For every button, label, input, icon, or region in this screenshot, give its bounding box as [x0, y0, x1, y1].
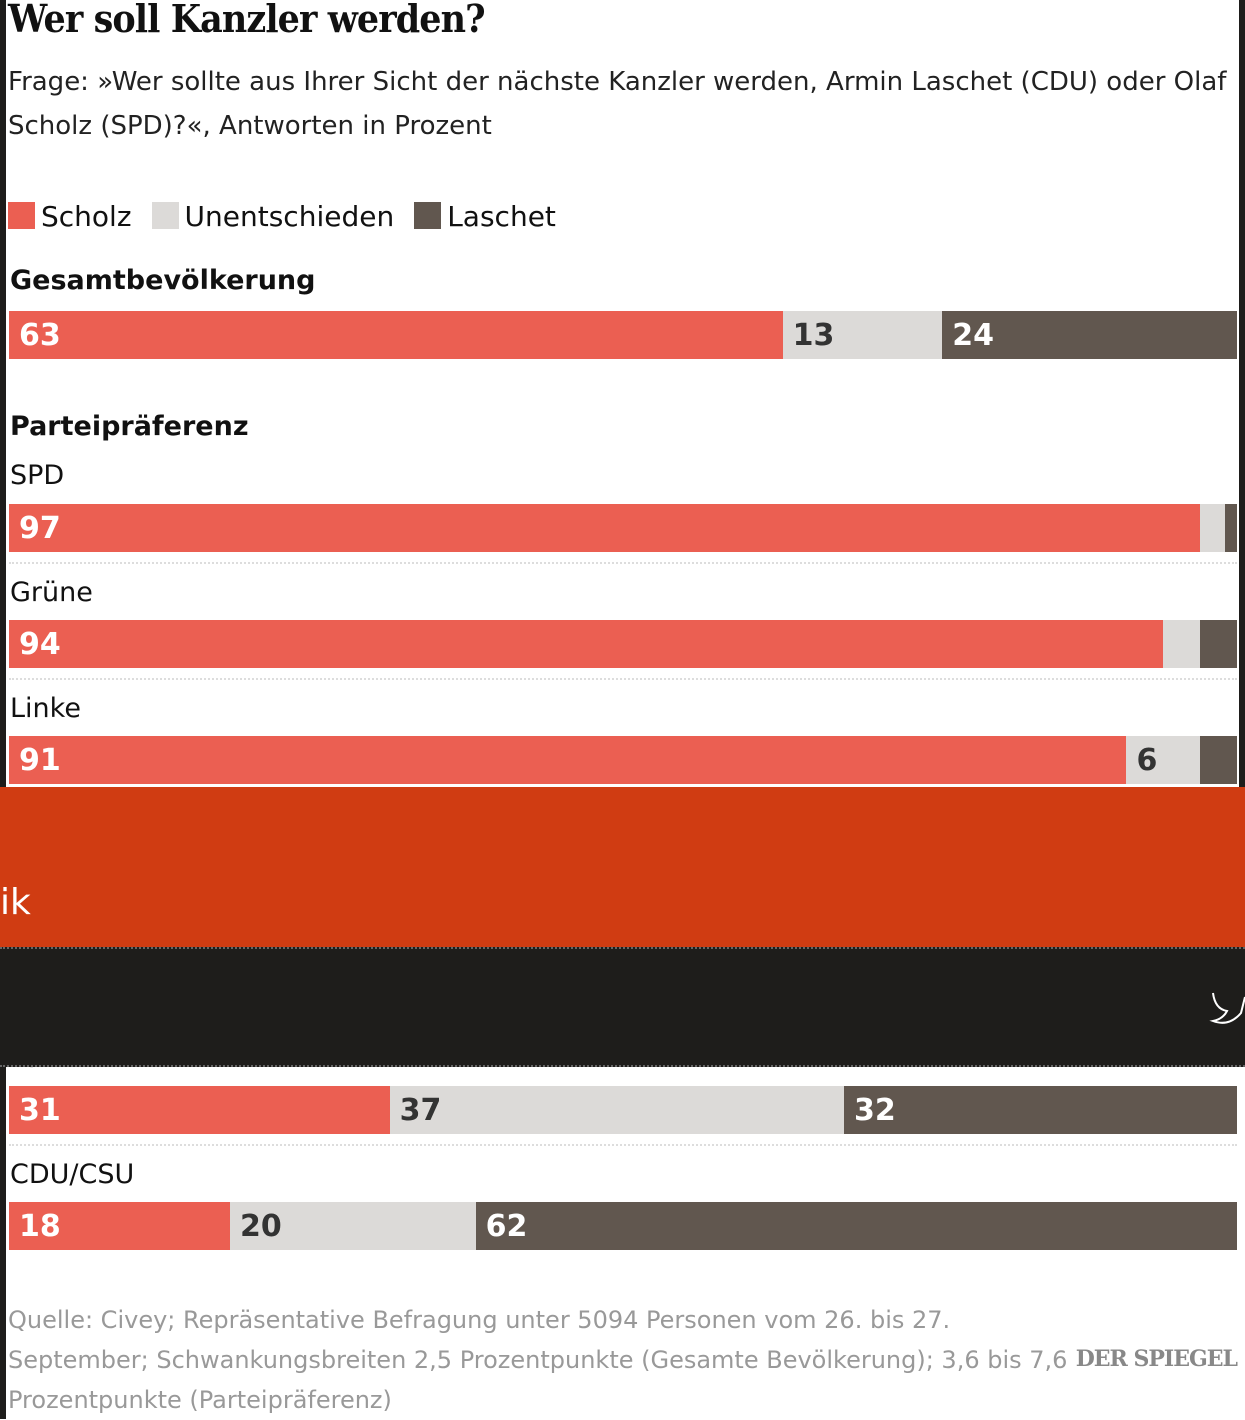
row-label: SPD — [10, 460, 65, 491]
bar-segment-unentschieden: 20 — [230, 1202, 476, 1250]
legend-swatch — [414, 202, 442, 229]
legend-item: Laschet — [414, 200, 556, 233]
bar-segment-laschet — [1224, 504, 1237, 552]
bar-gesamtbevlkerung: 63 13 24 — [9, 311, 1237, 359]
bar-segment-scholz: 18 — [9, 1202, 231, 1250]
section-heading-total: Gesamtbevölkerung — [10, 265, 316, 296]
dark-overlay-bar — [0, 947, 1245, 1067]
row-divider — [9, 678, 1237, 680]
bar-segment-scholz: 63 — [9, 311, 783, 359]
legend-label: Scholz — [41, 200, 132, 233]
bar-segment-laschet — [1200, 620, 1237, 668]
bar-grne: 94 — [9, 620, 1237, 668]
source-note: Quelle: Civey; Repräsentative Befragung … — [8, 1306, 1068, 1414]
overlay-text: ik — [0, 882, 31, 923]
section-heading-party: Parteipräferenz — [10, 411, 249, 442]
legend-item: Unentschieden — [151, 200, 395, 233]
chart-subtitle: Frage: »Wer sollte aus Ihrer Sicht der n… — [8, 67, 1227, 141]
twitter-icon[interactable] — [1209, 989, 1245, 1029]
bar-segment-unentschieden: 6 — [1126, 736, 1201, 784]
bar-segment-unentschieden — [1163, 620, 1201, 668]
bar-segment-scholz: 97 — [9, 504, 1201, 552]
spiegel-logo: DER SPIEGEL — [1075, 1346, 1238, 1372]
legend-label: Laschet — [447, 200, 556, 233]
bar-segment-unentschieden: 37 — [389, 1086, 845, 1134]
bar-linke: 91 6 — [9, 736, 1237, 784]
row-label: Linke — [10, 693, 81, 724]
legend-swatch — [151, 202, 179, 229]
row-label: Grüne — [10, 577, 93, 608]
bar-segment-unentschieden: 13 — [782, 311, 943, 359]
bar-segment-laschet: 24 — [942, 311, 1237, 359]
row-divider — [9, 1144, 1237, 1146]
orange-overlay-banner: ik — [0, 787, 1245, 947]
bar-segment-laschet: 32 — [844, 1086, 1237, 1134]
legend-label: Unentschieden — [184, 200, 395, 233]
bar-segment-unentschieden — [1200, 504, 1225, 552]
bar-afd: 31 37 32 — [9, 1086, 1237, 1134]
bar-segment-laschet — [1200, 736, 1237, 784]
bar-segment-laschet: 62 — [475, 1202, 1237, 1250]
bar-segment-scholz: 31 — [9, 1086, 390, 1134]
bar-spd: 97 — [9, 504, 1237, 552]
legend-item: Scholz — [8, 200, 132, 233]
legend-swatch — [8, 202, 35, 229]
bar-cducsu: 18 20 62 — [9, 1202, 1237, 1250]
bar-segment-scholz: 91 — [9, 736, 1127, 784]
chart-title: Wer soll Kanzler werden? — [8, 0, 486, 41]
row-divider — [9, 562, 1237, 564]
left-border — [0, 0, 6, 1419]
legend: Scholz Unentschieden Laschet — [8, 200, 556, 233]
bar-segment-scholz: 94 — [9, 620, 1164, 668]
row-label: CDU/CSU — [10, 1159, 135, 1190]
right-border — [1239, 0, 1245, 787]
